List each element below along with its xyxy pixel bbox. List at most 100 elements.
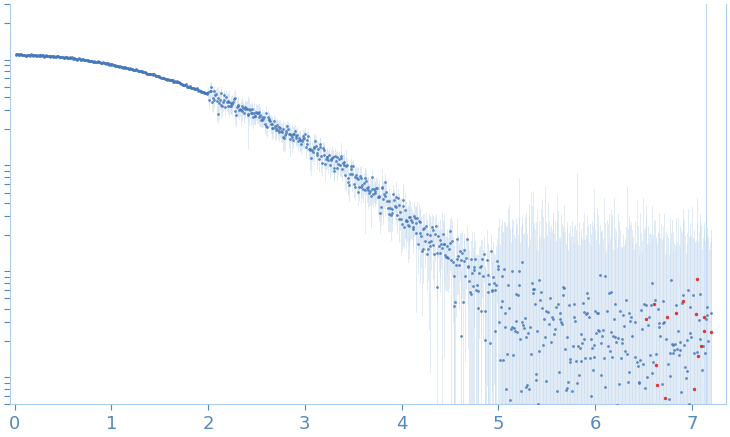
- Point: [476, 263, 488, 270]
- Point: [597, 327, 609, 334]
- Point: [359, 187, 371, 194]
- Point: [19, 51, 31, 58]
- Point: [176, 80, 188, 87]
- Point: [525, 351, 537, 358]
- Point: [561, 333, 573, 340]
- Point: [241, 105, 253, 112]
- Point: [453, 262, 465, 269]
- Point: [258, 114, 270, 121]
- Point: [88, 58, 100, 65]
- Point: [283, 131, 295, 138]
- Point: [474, 264, 485, 271]
- Point: [29, 52, 41, 59]
- Point: [671, 302, 683, 309]
- Point: [678, 342, 690, 349]
- Point: [120, 65, 131, 72]
- Point: [677, 298, 688, 305]
- Point: [611, 402, 623, 409]
- Point: [539, 333, 550, 340]
- Point: [214, 97, 226, 104]
- Point: [218, 97, 229, 104]
- Point: [483, 280, 495, 287]
- Point: [250, 108, 262, 115]
- Point: [332, 160, 344, 167]
- Point: [190, 86, 201, 93]
- Point: [234, 107, 245, 114]
- Point: [181, 83, 193, 90]
- Point: [212, 110, 224, 117]
- Point: [477, 256, 488, 263]
- Point: [248, 109, 260, 116]
- Point: [237, 102, 248, 109]
- Point: [201, 90, 213, 97]
- Point: [623, 309, 635, 316]
- Point: [632, 362, 644, 369]
- Point: [177, 81, 189, 88]
- Point: [702, 303, 713, 310]
- Point: [393, 215, 405, 222]
- Point: [643, 417, 655, 424]
- Point: [574, 345, 585, 352]
- Point: [677, 291, 689, 298]
- Point: [563, 302, 575, 309]
- Point: [585, 392, 596, 399]
- Point: [227, 99, 239, 106]
- Point: [633, 380, 645, 387]
- Point: [77, 56, 89, 63]
- Point: [381, 198, 393, 205]
- Point: [409, 215, 420, 222]
- Point: [575, 330, 587, 337]
- Point: [502, 350, 513, 357]
- Point: [251, 110, 263, 117]
- Point: [130, 67, 142, 74]
- Point: [329, 153, 341, 160]
- Point: [291, 132, 303, 139]
- Point: [270, 126, 282, 133]
- Point: [699, 349, 711, 356]
- Point: [42, 52, 53, 59]
- Point: [263, 116, 274, 123]
- Point: [468, 263, 480, 270]
- Point: [417, 245, 429, 252]
- Point: [551, 411, 563, 418]
- Point: [530, 370, 542, 377]
- Point: [172, 79, 184, 86]
- Point: [487, 274, 499, 281]
- Point: [431, 283, 442, 290]
- Point: [175, 80, 187, 87]
- Point: [106, 61, 118, 68]
- Point: [240, 104, 252, 111]
- Point: [234, 105, 246, 112]
- Point: [235, 107, 247, 114]
- Point: [566, 388, 578, 395]
- Point: [461, 263, 473, 270]
- Point: [607, 353, 618, 360]
- Point: [15, 51, 26, 58]
- Point: [137, 68, 148, 75]
- Point: [591, 309, 602, 316]
- Point: [193, 87, 205, 94]
- Point: [442, 243, 453, 250]
- Point: [288, 131, 300, 138]
- Point: [37, 52, 49, 59]
- Point: [427, 241, 439, 248]
- Point: [592, 326, 604, 333]
- Point: [389, 203, 401, 210]
- Point: [294, 136, 306, 143]
- Point: [456, 257, 467, 264]
- Point: [342, 175, 354, 182]
- Point: [496, 273, 508, 280]
- Point: [434, 250, 446, 257]
- Point: [529, 300, 541, 307]
- Point: [134, 67, 146, 74]
- Point: [577, 308, 589, 315]
- Point: [224, 102, 236, 109]
- Point: [473, 270, 485, 277]
- Point: [52, 53, 64, 60]
- Point: [644, 314, 656, 321]
- Point: [434, 236, 445, 243]
- Point: [386, 205, 398, 212]
- Point: [650, 351, 661, 358]
- Point: [314, 141, 326, 148]
- Point: [456, 250, 468, 257]
